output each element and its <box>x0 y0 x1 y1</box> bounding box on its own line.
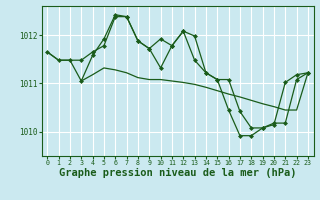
X-axis label: Graphe pression niveau de la mer (hPa): Graphe pression niveau de la mer (hPa) <box>59 168 296 178</box>
